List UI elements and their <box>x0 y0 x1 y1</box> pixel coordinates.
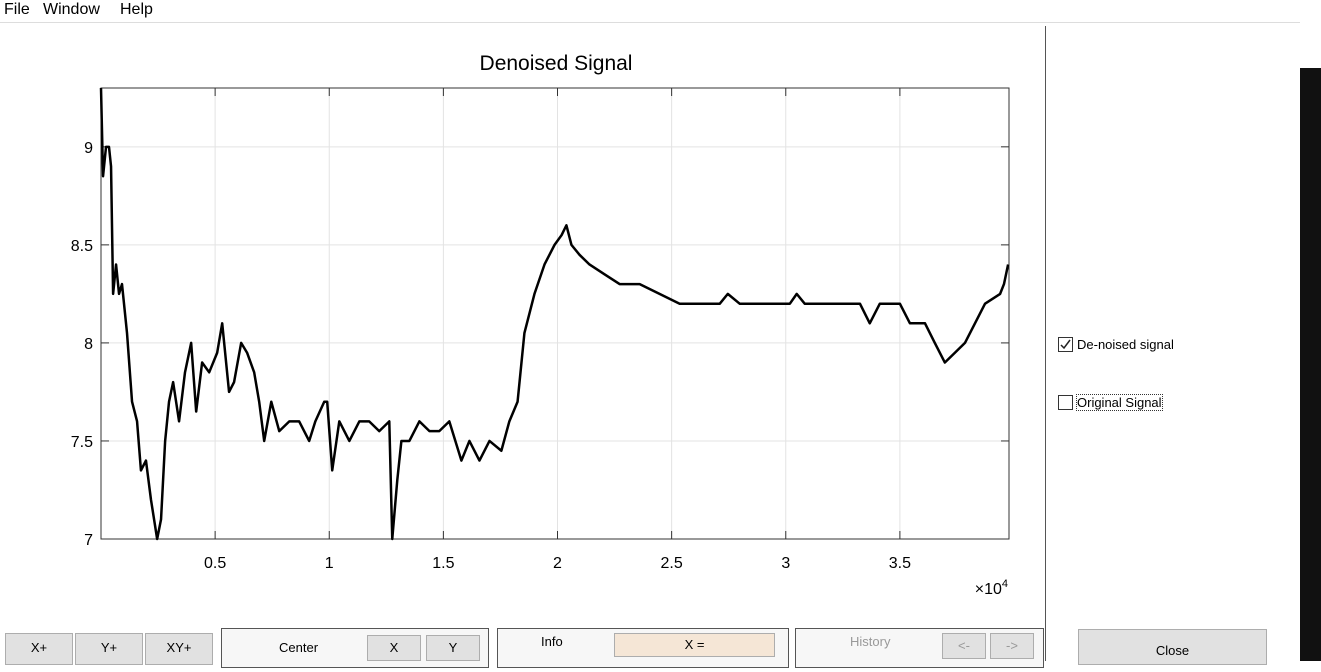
checkbox-label: De-noised signal <box>1077 337 1174 352</box>
x-tick-label: 2 <box>553 555 562 572</box>
y-tick-label: 7 <box>84 532 93 549</box>
menu-item[interactable]: Window <box>43 1 100 18</box>
group-label: Info <box>541 634 563 649</box>
x-tick-label: 3.5 <box>889 555 911 572</box>
button[interactable]: XY+ <box>145 633 213 665</box>
close-button[interactable]: Close <box>1078 629 1267 665</box>
menu-bar: File Window Help <box>0 0 1300 23</box>
info-field: X = <box>614 633 775 657</box>
y-tick-label: 8 <box>84 336 93 353</box>
x-tick-label: 1 <box>325 555 334 572</box>
button[interactable]: X+ <box>5 633 73 665</box>
history-group: History <- -> <box>795 628 1044 668</box>
chart-title: Denoised Signal <box>480 52 633 75</box>
y-tick-label: 9 <box>84 140 93 157</box>
info-group: Info X = <box>497 628 789 668</box>
checkbox-label: Original Signal <box>1076 394 1163 411</box>
button[interactable]: X <box>367 635 421 661</box>
plot-area <box>101 88 1009 539</box>
center-group: Center X Y <box>221 628 489 668</box>
button[interactable]: Y+ <box>75 633 143 665</box>
plot-frame <box>100 87 1010 540</box>
x-tick-label: 3 <box>781 555 790 572</box>
check-mark <box>1060 339 1071 350</box>
x-tick-label: 2.5 <box>661 555 683 572</box>
button[interactable]: -> <box>990 633 1034 659</box>
y-tick-label: 8.5 <box>71 238 93 255</box>
button[interactable]: Y <box>426 635 480 661</box>
side-panel: De-noised signal Original Signal <box>1045 26 1296 661</box>
button[interactable]: <- <box>942 633 986 659</box>
checkbox-box[interactable] <box>1058 395 1073 410</box>
axis-multiplier: ×104 <box>975 578 1008 598</box>
menu-item[interactable]: Help <box>120 1 153 18</box>
group-label: History <box>850 634 891 649</box>
checkbox[interactable]: Original Signal <box>1058 394 1163 411</box>
x-tick-label: 1.5 <box>432 555 454 572</box>
background-window <box>1300 68 1321 661</box>
y-tick-label: 7.5 <box>71 434 93 451</box>
menu-item[interactable]: File <box>4 1 30 18</box>
x-tick-label: 0.5 <box>204 555 226 572</box>
signal-line <box>99 87 1010 541</box>
group-label: Center <box>279 640 319 655</box>
chart: Denoised Signal ×104 7 7.5 8 8.5 9 0.5 1 1.5 2 2.… <box>71 52 1010 598</box>
check-mark-path <box>1060 339 1071 350</box>
checkbox-box[interactable] <box>1058 337 1073 352</box>
checkbox[interactable]: De-noised signal <box>1058 337 1174 352</box>
